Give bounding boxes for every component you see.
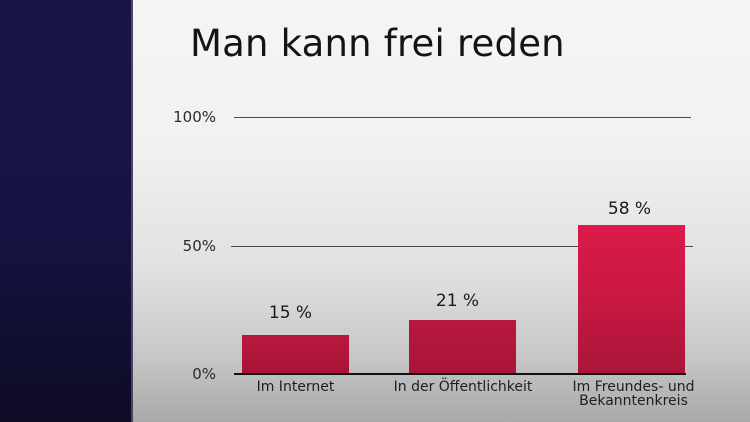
value-label-freundeskreis: 58 % — [607, 199, 652, 219]
category-label-im-internet: Im Internet — [256, 379, 335, 395]
gridline-100 — [234, 117, 691, 118]
bar-im-internet — [242, 335, 349, 374]
y-tick-100: 100% — [173, 108, 216, 126]
panel-divider — [131, 0, 133, 422]
category-label-freundeskreis-line1: Im Freundes- und — [572, 379, 695, 395]
category-label-freundeskreis-line2: Bekanntenkreis — [579, 393, 688, 409]
bar-freundeskreis — [578, 225, 685, 374]
gridline-50 — [231, 246, 693, 247]
bar-oeffentlichkeit — [409, 320, 516, 374]
chart-title: Man kann frei reden — [190, 22, 565, 65]
category-label-oeffentlichkeit: In der Öffentlichkeit — [393, 379, 533, 395]
y-tick-50: 50% — [182, 237, 216, 255]
side-panel — [0, 0, 132, 422]
value-label-im-internet: 15 % — [268, 303, 313, 323]
x-axis-baseline — [234, 373, 686, 375]
y-tick-0: 0% — [192, 365, 216, 383]
value-label-oeffentlichkeit: 21 % — [435, 291, 480, 311]
